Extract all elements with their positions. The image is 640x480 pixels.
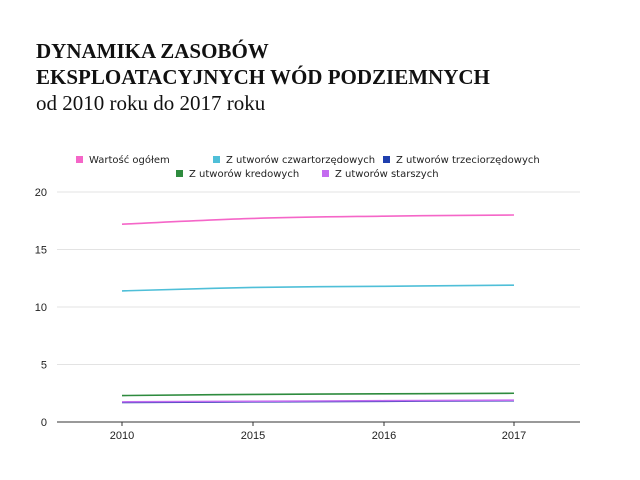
- legend-swatch: [322, 170, 329, 177]
- y-axis: 0 5 10 15 20: [35, 187, 47, 429]
- series-line-4: [121, 392, 515, 397]
- y-tick-label: 0: [41, 417, 47, 429]
- y-tick-label: 15: [35, 245, 47, 257]
- legend-label: Z utworów kredowych: [189, 168, 299, 180]
- title-line-1: DYNAMIKA ZASOBÓW: [36, 39, 269, 63]
- chart-title: DYNAMIKA ZASOBÓW EKSPLOATACYJNYCH WÓD PO…: [36, 38, 490, 116]
- x-tick-label: 2010: [110, 430, 134, 442]
- title-line-3: od 2010 roku do 2017 roku: [36, 91, 266, 115]
- title-line-2: EKSPLOATACYJNYCH WÓD PODZIEMNYCH: [36, 65, 490, 89]
- series-line-2: [121, 284, 515, 292]
- legend-label: Z utworów starszych: [335, 168, 439, 180]
- y-tick-label: 5: [41, 360, 47, 372]
- x-tick-label: 2017: [502, 430, 526, 442]
- x-axis: 2010 2015 2016 2017: [110, 422, 526, 442]
- legend-swatch: [213, 156, 220, 163]
- legend-label: Z utworów czwartorzędowych: [226, 154, 375, 166]
- x-tick-label: 2016: [372, 430, 396, 442]
- series-line-5: [121, 399, 515, 403]
- legend-swatch: [383, 156, 390, 163]
- legend-swatch: [176, 170, 183, 177]
- y-tick-label: 20: [35, 187, 47, 199]
- legend-label: Z utworów trzeciorzędowych: [396, 154, 540, 166]
- series-lines: [121, 214, 515, 404]
- series-line-1: [121, 214, 515, 225]
- y-tick-label: 10: [35, 302, 47, 314]
- legend-label: Wartość ogółem: [89, 154, 170, 166]
- x-tick-label: 2015: [241, 430, 265, 442]
- gridlines: [57, 191, 580, 423]
- legend: Wartość ogółem Z utworów czwartorzędowych…: [76, 154, 540, 180]
- legend-swatch: [76, 156, 83, 163]
